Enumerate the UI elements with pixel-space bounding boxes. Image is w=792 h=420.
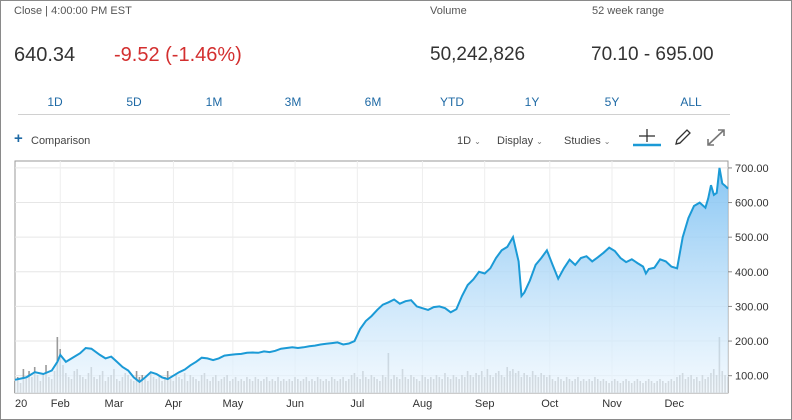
y-tick-label: 600.00 (735, 198, 769, 210)
y-axis: 100.00 200.00 300.00 400.00 500.00 600.00 700.… (728, 163, 769, 383)
y-tick-label: 500.00 (735, 232, 769, 244)
chevron-down-icon: ⌄ (603, 137, 611, 146)
last-price: 640.34 (14, 44, 76, 66)
price-line (14, 167, 729, 384)
volume-label: Volume (430, 5, 467, 17)
display-dropdown[interactable]: Display ⌄ (497, 135, 543, 147)
x-tick-label: Feb (51, 398, 70, 410)
x-tick-label: Aug (413, 398, 433, 410)
x-tick-label: Mar (105, 398, 124, 410)
chevron-down-icon: ⌄ (474, 137, 481, 146)
close-time-label: Close | 4:00:00 PM EST (14, 5, 132, 17)
chart-toolbar: + Comparison 1D ⌄ Display ⌄ Studies ⌄ (0, 128, 792, 156)
x-tick-label: May (222, 398, 243, 410)
range-label: 52 week range (592, 5, 665, 17)
volume-bar (14, 381, 16, 393)
range-ytd[interactable]: YTD (440, 95, 464, 109)
range-6m[interactable]: 6M (364, 95, 382, 109)
plus-icon[interactable]: + (14, 130, 23, 147)
x-tick-label: Oct (541, 398, 558, 410)
crosshair-icon[interactable] (633, 128, 661, 150)
range-selector: 1D 5D 1M 3M 6M YTD 1Y 5Y ALL (18, 92, 730, 115)
studies-dropdown[interactable]: Studies ⌄ (564, 135, 610, 147)
studies-label: Studies (564, 135, 601, 147)
price-change: -9.52 (-1.46%) (114, 44, 242, 66)
interval-dropdown[interactable]: 1D ⌄ (457, 135, 481, 147)
interval-label: 1D (457, 135, 472, 147)
x-tick-label: Jun (286, 398, 304, 410)
volume-value: 50,242,826 (430, 44, 526, 65)
comparison-button[interactable]: Comparison (31, 135, 91, 147)
y-tick-label: 700.00 (735, 163, 769, 175)
range-all[interactable]: ALL (680, 95, 702, 109)
x-tick-label: 20 (15, 398, 27, 410)
y-tick-label: 300.00 (735, 301, 769, 313)
range-5y[interactable]: 5Y (604, 95, 620, 109)
y-tick-label: 200.00 (735, 336, 769, 348)
y-tick-label: 100.00 (735, 371, 769, 383)
x-axis: 20 Feb Mar Apr May Jun Jul Aug Sep Oct Nov Dec (15, 398, 685, 410)
pencil-icon[interactable] (672, 128, 696, 150)
week-range-value: 70.10 - 695.00 (591, 44, 714, 65)
y-tick-label: 400.00 (735, 267, 769, 279)
x-tick-label: Dec (664, 398, 684, 410)
x-tick-label: Nov (602, 398, 622, 410)
chevron-down-icon: ⌄ (536, 137, 543, 146)
price-chart[interactable]: 100.00 200.00 300.00 400.00 500.00 600.00 700.… (0, 158, 792, 420)
x-tick-label: Jul (350, 398, 364, 410)
range-5d[interactable]: 5D (126, 95, 142, 109)
expand-icon[interactable] (705, 128, 729, 150)
x-tick-label: Sep (475, 398, 495, 410)
price-area (15, 167, 728, 393)
range-1m[interactable]: 1M (205, 95, 223, 109)
range-3m[interactable]: 3M (284, 95, 302, 109)
range-1y[interactable]: 1Y (524, 95, 540, 109)
display-label: Display (497, 135, 534, 147)
range-1d[interactable]: 1D (47, 95, 63, 109)
x-tick-label: Apr (165, 398, 182, 410)
